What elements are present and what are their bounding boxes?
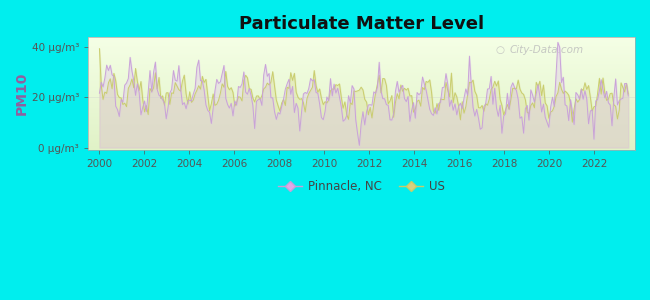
Text: City-Data.com: City-Data.com <box>509 45 583 55</box>
Text: ○: ○ <box>495 45 504 55</box>
Title: Particulate Matter Level: Particulate Matter Level <box>239 15 484 33</box>
Y-axis label: PM10: PM10 <box>15 72 29 116</box>
Legend: Pinnacle, NC, US: Pinnacle, NC, US <box>274 176 450 198</box>
